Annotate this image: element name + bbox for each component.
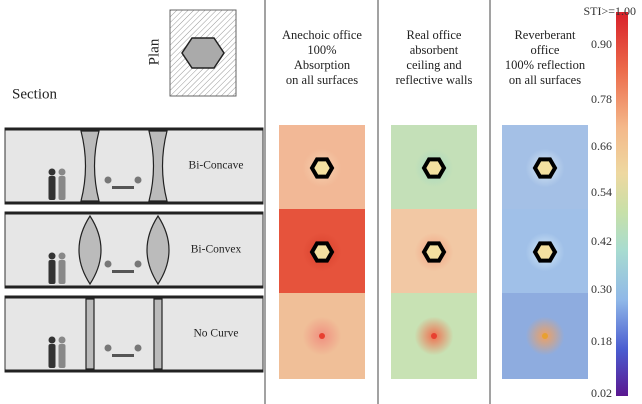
person xyxy=(48,252,56,260)
colorbar-tick: 0.78 xyxy=(591,92,612,106)
hexagon xyxy=(309,157,335,179)
person xyxy=(104,176,112,184)
column-header: Anechoic office xyxy=(282,28,362,42)
person xyxy=(58,260,66,284)
column xyxy=(78,214,102,286)
colorbar-tick: 0.42 xyxy=(591,234,612,248)
column-header: Absorption xyxy=(294,58,351,72)
column xyxy=(146,214,170,286)
column xyxy=(85,298,95,370)
hotspot xyxy=(431,333,437,339)
person xyxy=(48,168,56,176)
hotspot xyxy=(542,333,548,339)
person xyxy=(134,176,142,184)
column-header: absorbent xyxy=(410,43,459,57)
plan-hexagon xyxy=(181,37,225,69)
column xyxy=(148,130,168,202)
person xyxy=(58,252,66,260)
hotspot xyxy=(319,333,325,339)
section-row: Bi-Concave xyxy=(4,125,588,211)
section-label: Section xyxy=(12,86,57,102)
hexagon xyxy=(309,241,335,263)
table xyxy=(112,270,134,273)
person xyxy=(48,344,56,368)
column xyxy=(153,298,163,370)
column-header: office xyxy=(531,43,560,57)
section-row: Bi-Convex xyxy=(4,209,588,295)
column-header: 100% xyxy=(307,43,336,57)
column xyxy=(80,130,100,202)
hexagon xyxy=(421,241,447,263)
hexagon xyxy=(532,241,558,263)
hexagon xyxy=(532,157,558,179)
person xyxy=(58,336,66,344)
row-label: Bi-Concave xyxy=(189,160,244,172)
dividers xyxy=(264,0,491,404)
person xyxy=(48,336,56,344)
table xyxy=(112,354,134,357)
colorbar-tick: 0.18 xyxy=(591,334,612,348)
person xyxy=(134,344,142,352)
column-header: reflective walls xyxy=(396,73,473,87)
column-header: 100% reflection xyxy=(505,58,586,72)
person xyxy=(58,176,66,200)
plan-label: Plan xyxy=(146,38,162,65)
column-header: Real office xyxy=(407,28,462,42)
section-box xyxy=(4,295,264,373)
column-header: ceiling and xyxy=(406,58,462,72)
hexagon xyxy=(421,157,447,179)
colorbar-tick: 0.54 xyxy=(591,185,612,199)
colorbar xyxy=(616,12,628,396)
colorbar-tick: 0.02 xyxy=(591,386,612,400)
column-header: on all surfaces xyxy=(286,73,358,87)
table xyxy=(112,186,134,189)
colorbar-tick: 0.90 xyxy=(591,37,612,51)
row-label: No Curve xyxy=(193,328,238,340)
person xyxy=(48,176,56,200)
row-label: Bi-Convex xyxy=(191,244,242,256)
colorbar-tick: 0.66 xyxy=(591,139,612,153)
colorbar-tick: 0.30 xyxy=(591,282,612,296)
person xyxy=(134,260,142,268)
column-header: Reverberant xyxy=(514,28,576,42)
person xyxy=(104,344,112,352)
colorbar-title: STI>=1.00 xyxy=(583,4,636,18)
section-box xyxy=(4,211,264,289)
person xyxy=(104,260,112,268)
section-row: No Curve xyxy=(4,293,588,379)
person xyxy=(48,260,56,284)
column-header: on all surfaces xyxy=(509,73,581,87)
person xyxy=(58,344,66,368)
person xyxy=(58,168,66,176)
